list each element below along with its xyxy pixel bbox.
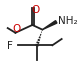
Text: O: O	[31, 5, 40, 15]
Text: F: F	[7, 41, 13, 51]
Text: O: O	[13, 24, 21, 34]
Polygon shape	[42, 21, 57, 30]
Text: NH₂: NH₂	[58, 16, 77, 26]
